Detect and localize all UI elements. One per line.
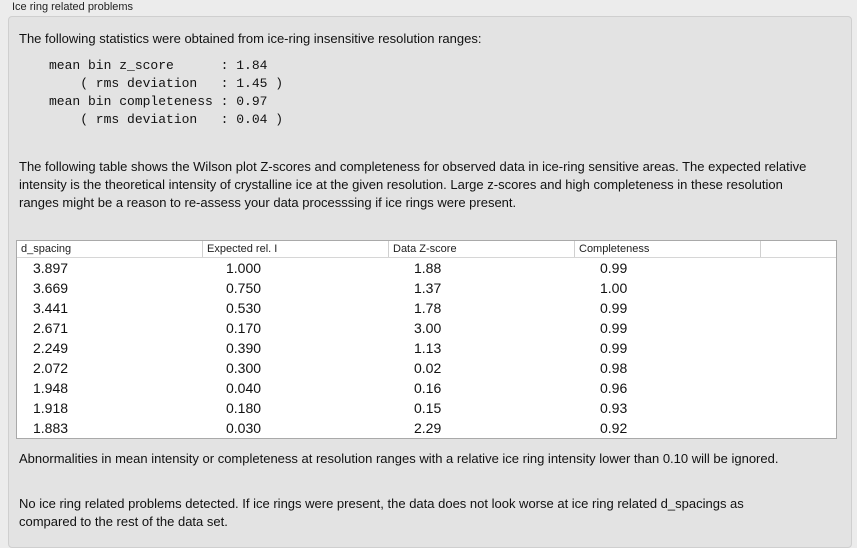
cell-data-z-score: 3.00 [414,320,442,336]
cell-d-spacing: 1.918 [33,400,69,416]
column-header-empty [761,241,836,257]
cell-data-z-score: 0.02 [414,360,442,376]
cell-completeness: 1.00 [600,280,628,296]
table-row[interactable]: 2.671 0.170 3.00 0.99 [17,318,836,338]
column-header-data-z-score[interactable]: Data Z-score [389,241,575,257]
cell-completeness: 0.96 [600,380,628,396]
cell-data-z-score: 2.29 [414,420,442,436]
table-row[interactable]: 1.883 0.030 2.29 0.92 [17,418,836,438]
cell-expected-rel-i: 0.300 [226,360,262,376]
table-row[interactable]: 2.072 0.300 0.02 0.98 [17,358,836,378]
cell-d-spacing: 3.669 [33,280,69,296]
cell-expected-rel-i: 0.750 [226,280,262,296]
cell-expected-rel-i: 0.180 [226,400,262,416]
cell-expected-rel-i: 0.530 [226,300,262,316]
note-result: No ice ring related problems detected. I… [19,496,744,529]
cell-data-z-score: 0.15 [414,400,442,416]
stats-block: mean bin z_score : 1.84 ( rms deviation … [49,58,284,127]
table-row[interactable]: 1.948 0.040 0.16 0.96 [17,378,836,398]
table-header: d_spacing Expected rel. I Data Z-score C… [17,241,836,258]
cell-data-z-score: 0.16 [414,380,442,396]
cell-completeness: 0.93 [600,400,628,416]
cell-expected-rel-i: 0.170 [226,320,262,336]
cell-d-spacing: 1.948 [33,380,69,396]
cell-d-spacing: 1.883 [33,420,69,436]
column-header-expected-rel-i[interactable]: Expected rel. I [203,241,389,257]
cell-completeness: 0.92 [600,420,628,436]
table-intro-text: The following table shows the Wilson plo… [19,159,807,210]
cell-d-spacing: 3.897 [33,260,69,276]
note-abnormalities: Abnormalities in mean intensity or compl… [19,451,779,466]
cell-data-z-score: 1.78 [414,300,442,316]
cell-data-z-score: 1.13 [414,340,442,356]
cell-completeness: 0.99 [600,300,628,316]
cell-expected-rel-i: 1.000 [226,260,262,276]
cell-d-spacing: 2.671 [33,320,69,336]
table-row[interactable]: 2.249 0.390 1.13 0.99 [17,338,836,358]
cell-d-spacing: 2.072 [33,360,69,376]
ice-ring-panel: The following statistics were obtained f… [8,16,852,548]
group-title: Ice ring related problems [12,1,134,13]
cell-completeness: 0.99 [600,320,628,336]
ice-ring-table[interactable]: d_spacing Expected rel. I Data Z-score C… [16,240,837,439]
cell-completeness: 0.99 [600,260,628,276]
cell-d-spacing: 2.249 [33,340,69,356]
table-row[interactable]: 1.918 0.180 0.15 0.93 [17,398,836,418]
cell-d-spacing: 3.441 [33,300,69,316]
column-header-d-spacing[interactable]: d_spacing [17,241,203,257]
cell-expected-rel-i: 0.390 [226,340,262,356]
table-row[interactable]: 3.897 1.000 1.88 0.99 [17,258,836,278]
intro-text: The following statistics were obtained f… [19,31,482,46]
cell-completeness: 0.99 [600,340,628,356]
table-row[interactable]: 3.669 0.750 1.37 1.00 [17,278,836,298]
cell-data-z-score: 1.37 [414,280,442,296]
cell-expected-rel-i: 0.030 [226,420,262,436]
cell-expected-rel-i: 0.040 [226,380,262,396]
table-row[interactable]: 3.441 0.530 1.78 0.99 [17,298,836,318]
cell-data-z-score: 1.88 [414,260,442,276]
column-header-completeness[interactable]: Completeness [575,241,761,257]
cell-completeness: 0.98 [600,360,628,376]
